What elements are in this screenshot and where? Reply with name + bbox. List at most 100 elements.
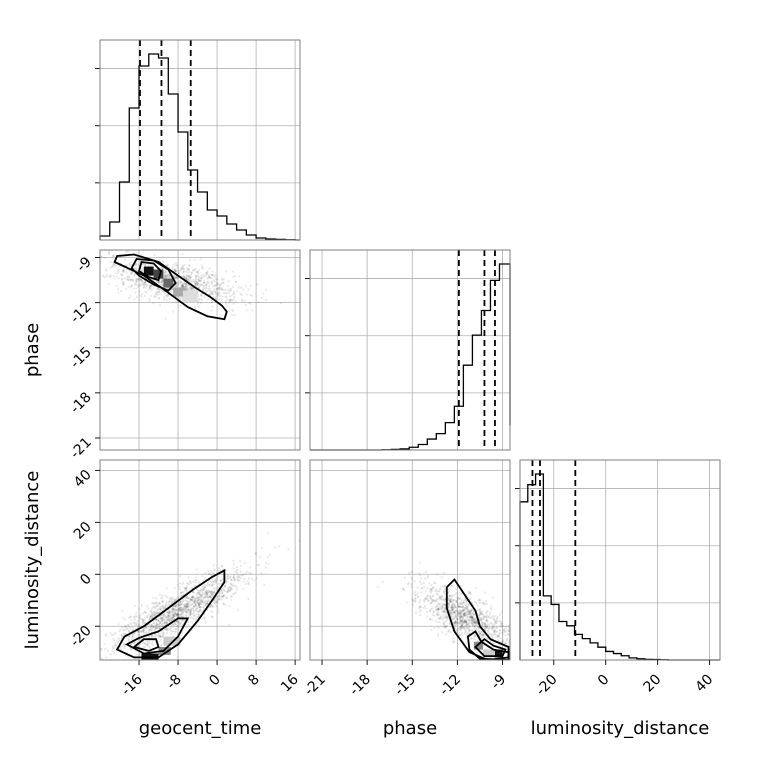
sample-point <box>209 596 213 599</box>
sample-point <box>148 297 151 300</box>
sample-point <box>484 625 487 628</box>
sample-point <box>256 283 259 286</box>
sample-point <box>141 279 144 283</box>
sample-point <box>140 253 143 256</box>
sample-point <box>419 605 422 608</box>
sample-point <box>206 601 209 604</box>
sample-point <box>145 626 148 629</box>
sample-point <box>178 269 181 272</box>
sample-point <box>455 628 458 631</box>
sample-point <box>158 602 161 605</box>
sample-point <box>118 638 121 641</box>
sample-point <box>434 605 437 608</box>
sample-point <box>463 611 467 615</box>
sample-point <box>182 285 185 288</box>
sample-point <box>155 627 158 630</box>
sample-point <box>210 282 214 286</box>
sample-point <box>455 616 458 619</box>
sample-point <box>210 301 213 304</box>
sample-point <box>471 616 474 619</box>
sample-point <box>218 285 222 289</box>
sample-point <box>222 589 225 592</box>
sample-point <box>185 611 188 614</box>
sample-point <box>224 288 227 291</box>
sample-point <box>496 630 499 633</box>
sample-point <box>175 609 178 612</box>
histogram-panel-geocent_time <box>95 39 301 241</box>
sample-point <box>127 623 130 627</box>
sample-point <box>195 610 199 613</box>
sample-point <box>168 617 171 621</box>
sample-point <box>197 596 201 599</box>
sample-point <box>203 586 206 589</box>
sample-point <box>422 606 426 609</box>
sample-point <box>472 621 476 624</box>
sample-point <box>131 626 134 629</box>
sample-point <box>239 292 242 296</box>
sample-point <box>165 294 169 297</box>
sample-point <box>484 625 487 628</box>
sample-point <box>112 274 116 277</box>
sample-point <box>218 592 221 595</box>
sample-point <box>458 612 462 615</box>
sample-point <box>218 292 221 295</box>
sample-point <box>228 604 231 608</box>
sample-point <box>133 283 137 286</box>
sample-point <box>184 604 187 608</box>
sample-point <box>128 278 132 281</box>
sample-point <box>207 597 210 600</box>
sample-point <box>481 633 484 637</box>
sample-point <box>467 608 470 611</box>
sample-point <box>107 252 110 255</box>
sample-point <box>475 602 478 605</box>
sample-point <box>414 600 417 603</box>
sample-point <box>154 601 158 604</box>
sample-point <box>148 617 152 620</box>
sample-point <box>236 568 239 571</box>
sample-point <box>474 587 478 590</box>
sample-point <box>439 587 442 590</box>
sample-point <box>449 600 452 603</box>
sample-point <box>217 597 221 600</box>
sample-point <box>413 580 416 583</box>
sample-point <box>462 609 465 612</box>
sample-point <box>155 280 158 283</box>
sample-point <box>139 284 142 287</box>
sample-point <box>184 605 187 608</box>
sample-point <box>157 633 160 636</box>
sample-point <box>162 290 165 293</box>
sample-point <box>481 612 484 616</box>
sample-point <box>136 278 139 281</box>
sample-point <box>137 608 141 611</box>
sample-point <box>144 264 147 267</box>
sample-point <box>185 605 188 608</box>
sample-point <box>247 582 250 586</box>
sample-point <box>168 628 171 632</box>
sample-point <box>200 595 203 598</box>
sample-point <box>211 615 214 619</box>
sample-point <box>444 625 447 628</box>
sample-point <box>185 586 188 590</box>
sample-point <box>208 276 212 279</box>
sample-point <box>482 615 486 618</box>
sample-point <box>161 635 164 638</box>
sample-point <box>174 276 177 280</box>
sample-point <box>130 648 133 651</box>
sample-point <box>158 593 161 596</box>
sample-point <box>148 647 151 650</box>
sample-point <box>230 598 233 602</box>
sample-point <box>199 301 202 304</box>
sample-point <box>482 633 485 636</box>
sample-point <box>189 613 193 616</box>
sample-point <box>201 601 204 604</box>
sample-point <box>135 251 138 254</box>
sample-point <box>471 615 474 619</box>
sample-point <box>210 590 213 594</box>
axis-label-phase-x: phase <box>383 718 437 739</box>
sample-point <box>466 616 469 619</box>
sample-point <box>460 623 463 626</box>
sample-point <box>139 630 142 633</box>
contour-level-2 <box>474 638 507 657</box>
sample-point <box>214 284 217 287</box>
sample-point <box>117 287 120 291</box>
